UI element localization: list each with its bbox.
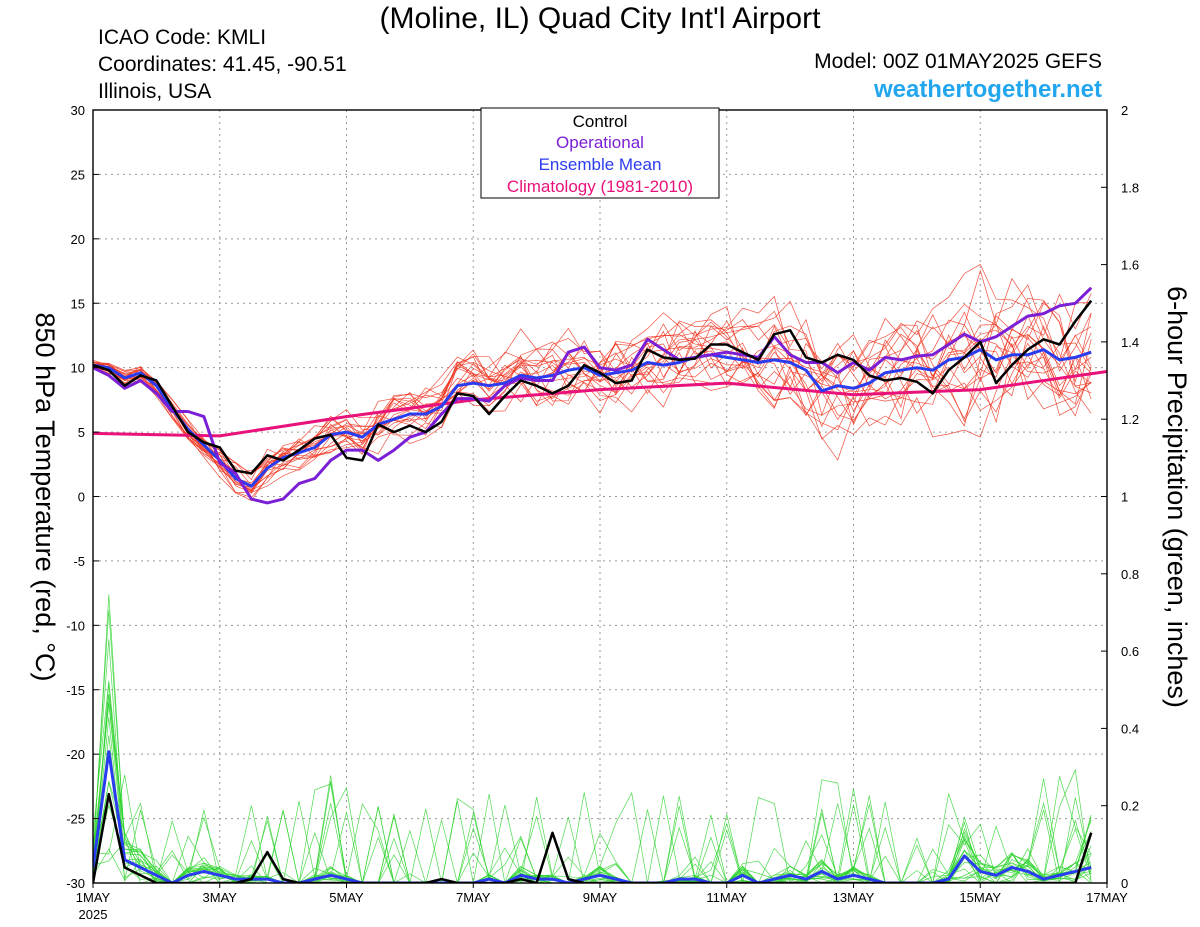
tick-label-left: 10 (71, 361, 85, 376)
tick-label-right: 0.2 (1121, 799, 1139, 814)
tick-label-x: 15MAY (959, 890, 1001, 905)
temp-control-line (93, 299, 1093, 475)
tick-label-left: 0 (78, 490, 85, 505)
precip-control-line (93, 792, 1093, 883)
precip-member-line (93, 703, 1092, 883)
coordinates: Coordinates: 41.45, -90.51 (98, 53, 347, 76)
legend-box (480, 107, 720, 199)
tick-label-right: 1.2 (1121, 412, 1139, 427)
tick-label-left: 5 (78, 425, 85, 440)
temp-member-line (93, 305, 1092, 475)
tick-label-x: 13MAY (833, 890, 875, 905)
tick-label-left: 25 (71, 167, 85, 182)
precip-member-line (93, 801, 1092, 883)
temp-member-line (93, 293, 1092, 493)
tick-label-right: 2 (1121, 103, 1128, 118)
legend-climatology: Climatology (1981-2010) (507, 177, 693, 196)
legend: Control Operational Ensemble Mean Climat… (480, 107, 720, 199)
tick-label-right: 0.6 (1121, 644, 1139, 659)
temp-member-line (93, 342, 1092, 501)
temp-member-line (93, 311, 1092, 490)
grid (93, 109, 1107, 884)
precip-member-line (93, 716, 1092, 883)
precip-member-line (93, 639, 1092, 883)
temp-operational-line (93, 286, 1093, 505)
tick-label-left: -25 (66, 812, 85, 827)
tick-label-left: -20 (66, 747, 85, 762)
legend-control: Control (573, 112, 628, 131)
tick-label-left: -30 (66, 876, 85, 891)
precip-member-line (93, 694, 1092, 883)
tick-label-x: 11MAY (706, 890, 747, 905)
tick-label-x: 3MAY (203, 890, 238, 905)
legend-ensemble-mean: Ensemble Mean (539, 155, 662, 174)
tick-label-right: 0.4 (1121, 721, 1139, 736)
temp-ensemble-mean-line (93, 348, 1092, 488)
precip-member-line (93, 735, 1092, 883)
precip-member-line (93, 594, 1092, 883)
tick-label-right: 1.8 (1121, 180, 1139, 195)
temp-member-line (93, 302, 1092, 491)
precip-member-line (93, 702, 1092, 883)
tick-label-left: -15 (66, 683, 85, 698)
tick-label-x: 5MAY (329, 890, 364, 905)
model-run: Model: 00Z 01MAY2025 GEFS (814, 50, 1102, 73)
tick-label-right: 0.8 (1121, 567, 1139, 582)
precip-member-line (93, 781, 1092, 883)
temp-member-line (93, 328, 1092, 486)
tick-label-left: 30 (71, 103, 85, 118)
temp-member-line (93, 284, 1092, 475)
tick-label-right: 1 (1121, 490, 1128, 505)
tick-label-x: 17MAY (1086, 890, 1128, 905)
tick-label-right: 1.4 (1121, 335, 1139, 350)
precip-ensemble-mean-line (93, 750, 1092, 883)
tick-label-x: 9MAY (583, 890, 618, 905)
tick-label-year: 2025 (79, 907, 108, 922)
tick-label-left: 15 (71, 296, 85, 311)
tick-label-right: 1.6 (1121, 258, 1139, 273)
precip-member-line (93, 783, 1092, 883)
climatology-line (93, 370, 1107, 438)
temp-member-line (93, 320, 1092, 473)
website-link[interactable]: weathertogether.net (873, 76, 1102, 103)
legend-operational: Operational (556, 133, 644, 152)
precip-member-line (93, 774, 1092, 883)
tick-label-left: -10 (66, 618, 85, 633)
temp-member-line (93, 312, 1092, 492)
tick-label-left: -5 (73, 554, 85, 569)
tick-label-right: 0 (1121, 876, 1128, 891)
region: Illinois, USA (98, 80, 212, 103)
y-axis-label-left: 850 hPa Temperature (red, °C) (30, 313, 60, 682)
main-series (93, 286, 1107, 883)
temp-member-line (93, 298, 1092, 492)
chart-title: (Moline, IL) Quad City Int'l Airport (379, 2, 821, 35)
y-axis-label-right: 6-hour Precipitation (green, inches) (1162, 286, 1192, 708)
icao-code: ICAO Code: KMLI (98, 26, 267, 49)
tick-label-left: 20 (71, 232, 85, 247)
temp-member-line (93, 313, 1092, 494)
tick-label-x: 1MAY (76, 890, 111, 905)
tick-label-x: 7MAY (456, 890, 491, 905)
temp-member-line (93, 300, 1092, 488)
precip-member-line (93, 754, 1092, 883)
precip-member-line (93, 683, 1092, 883)
axes: 302520151050-5-10-15-20-25-3021.81.61.41… (66, 103, 1139, 922)
precip-member-line (93, 680, 1092, 883)
